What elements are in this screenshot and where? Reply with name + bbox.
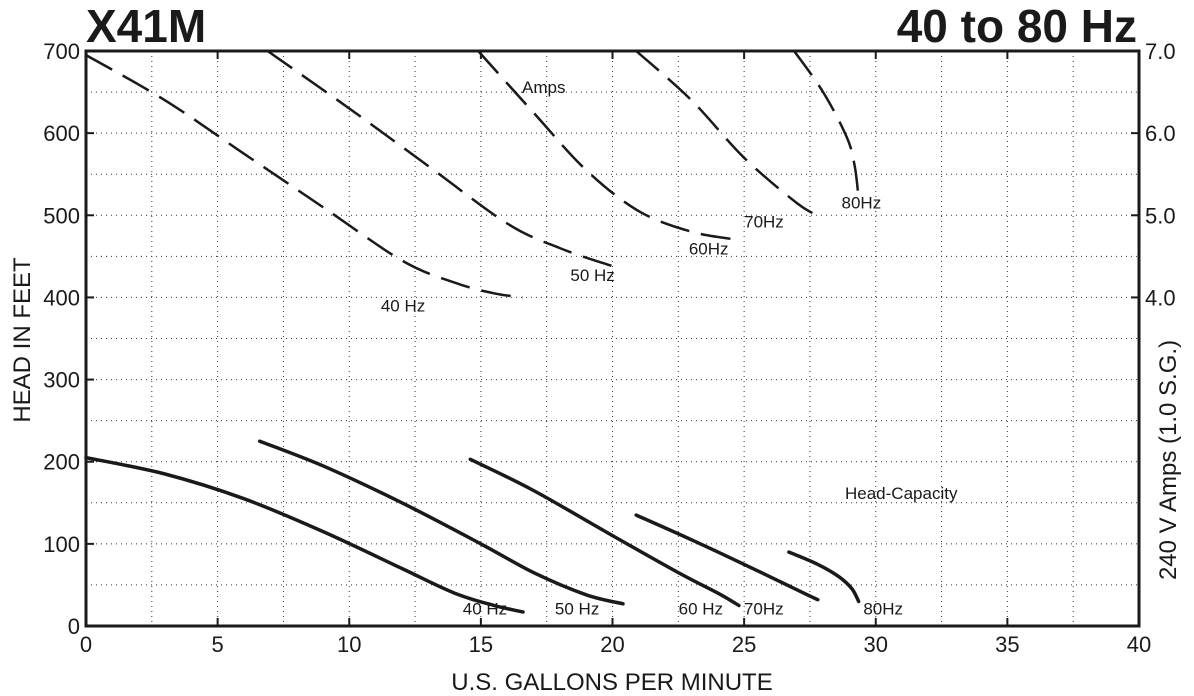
- amps-series-label: 40 Hz: [381, 296, 425, 315]
- head-series-label: 70Hz: [744, 600, 784, 619]
- y-right-tick-label: 7.0: [1145, 39, 1176, 64]
- x-tick-label: 5: [212, 632, 224, 657]
- chart-title-left: X41M: [86, 0, 206, 52]
- x-axis-label: U.S. GALLONS PER MINUTE: [451, 669, 772, 696]
- head-capacity-curves: [84, 439, 861, 614]
- amps-curve: [266, 49, 613, 268]
- head-capacity-curve: [787, 550, 861, 604]
- amps-series-label: 60Hz: [689, 240, 729, 259]
- y-left-tick-label: 0: [68, 614, 80, 639]
- ticks: 0 5 10 15 20 25 30 35 4001002003004005006007004.…: [43, 39, 1175, 657]
- x-tick-label: 30: [864, 632, 888, 657]
- y-left-tick-label: 600: [43, 121, 80, 146]
- head-capacity-curve: [84, 455, 525, 614]
- head-series-label: 50 Hz: [555, 600, 599, 619]
- head-capacity-curve: [257, 439, 625, 606]
- y-right-tick-label: 6.0: [1145, 121, 1176, 146]
- amps-curve: [85, 54, 524, 299]
- x-tick-label: 0: [80, 632, 92, 657]
- head-series-label: 60 Hz: [679, 600, 723, 619]
- y-right-tick-label: 5.0: [1145, 203, 1176, 228]
- y-right-tick-label: 4.0: [1145, 285, 1176, 310]
- y-left-tick-label: 700: [43, 39, 80, 64]
- amps-curve: [793, 50, 860, 200]
- amps-series-label: 50 Hz: [570, 266, 614, 285]
- y-left-tick-label: 500: [43, 203, 80, 228]
- x-tick-label: 40: [1127, 632, 1151, 657]
- amps-series-label: 80Hz: [842, 194, 882, 213]
- head-series-label: 80Hz: [863, 600, 903, 619]
- head-series-label: 40 Hz: [463, 600, 507, 619]
- y-left-tick-label: 300: [43, 368, 80, 393]
- x-tick-label: 10: [337, 632, 361, 657]
- series-labels: 40 Hz 50 Hz 60 Hz 70Hz 80Hz 40 Hz 50 Hz 60Hz 70H…: [381, 194, 903, 619]
- x-tick-label: 35: [995, 632, 1019, 657]
- head-capacity-curve: [468, 457, 741, 608]
- amps-curve: [635, 50, 822, 219]
- y-left-tick-label: 100: [43, 532, 80, 557]
- y-left-tick-label: 200: [43, 450, 80, 475]
- x-tick-label: 25: [732, 632, 756, 657]
- amps-curve: [477, 50, 740, 242]
- annotation-amps: Amps: [522, 78, 565, 97]
- amps-series-label: 70Hz: [744, 213, 784, 232]
- y-axis-right-label: 240 V Amps (1.0 S.G.): [1155, 340, 1182, 580]
- grid: [86, 51, 1139, 626]
- y-axis-left-label: HEAD IN FEET: [9, 257, 36, 423]
- annotation-head-capacity: Head-Capacity: [845, 484, 958, 503]
- amps-curves: [85, 49, 860, 299]
- x-tick-label: 15: [469, 632, 493, 657]
- x-tick-label: 20: [600, 632, 624, 657]
- head-capacity-curve: [634, 513, 820, 602]
- chart-title-right: 40 to 80 Hz: [897, 0, 1137, 52]
- y-left-tick-label: 400: [43, 285, 80, 310]
